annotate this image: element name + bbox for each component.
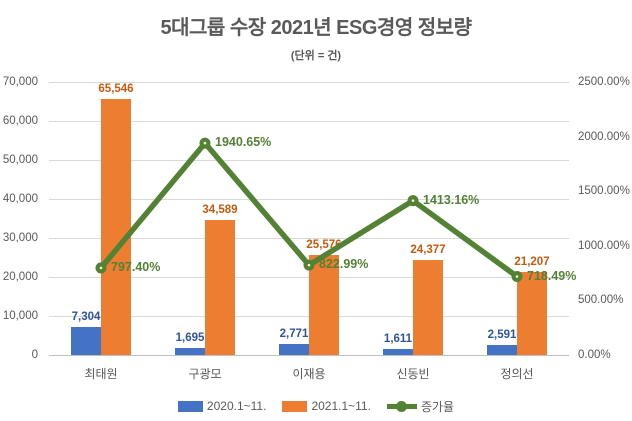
left-axis-tick-label: 10,000 <box>2 310 38 322</box>
growth-rate-label: 1940.65% <box>215 135 272 150</box>
gridline <box>49 120 569 122</box>
bar-value-label: 65,546 <box>98 83 134 96</box>
legend-item-growth-rate: 증가율 <box>386 398 455 415</box>
gridline <box>49 81 569 83</box>
bar-value-label: 1,611 <box>383 332 413 345</box>
legend: 2020.1~11. 2021.1~11. 증가율 <box>0 398 632 414</box>
bar-value-label: 2,591 <box>487 328 517 341</box>
bar-2020-이재용 <box>279 344 309 355</box>
x-axis-line <box>49 354 569 356</box>
chart-title: 5대그룹 수장 2021년 ESG경영 정보량 <box>160 17 472 39</box>
bar-value-label: 1,695 <box>175 332 205 345</box>
bar-value-label: 21,207 <box>514 256 550 269</box>
growth-rate-line-series <box>95 137 523 283</box>
bar-2020-구광모 <box>175 348 205 355</box>
legend-item-2021: 2021.1~11. <box>282 399 371 413</box>
right-axis-tick-label: 1500.00% <box>578 185 630 198</box>
category-label-구광모: 구광모 <box>188 367 222 381</box>
left-axis-tick-label: 70,000 <box>2 76 38 88</box>
gridline <box>49 237 569 239</box>
right-axis-tick-label: 1000.00% <box>578 239 630 252</box>
line-marker-center-dot <box>307 263 311 267</box>
category-label-정의선: 정의선 <box>500 367 534 381</box>
growth-rate-label: 797.40% <box>111 259 161 274</box>
line-marker-center-dot <box>411 199 415 202</box>
bar-value-label: 34,589 <box>202 204 238 217</box>
bar-2021-이재용 <box>309 255 339 355</box>
growth-rate-line <box>98 140 520 280</box>
legend-item-2020: 2020.1~11. <box>177 399 267 413</box>
left-axis-tick-label: 0 <box>31 349 38 361</box>
legend-swatch-2020 <box>177 400 203 412</box>
legend-line-marker <box>386 400 417 412</box>
legend-line-dot <box>396 400 408 412</box>
growth-rate-label: 822.99% <box>319 257 369 272</box>
growth-rate-label: 1413.16% <box>423 192 480 207</box>
bar-value-label: 7,304 <box>71 310 101 323</box>
bar-2021-정의선 <box>517 272 547 355</box>
legend-label: 2021.1~11. <box>311 399 371 413</box>
legend-label: 증가율 <box>420 399 455 414</box>
gridline <box>49 198 569 200</box>
line-marker-center-dot <box>203 141 207 145</box>
chart-subtitle: (단위 = 건) <box>290 50 342 62</box>
legend-swatch-2021 <box>282 400 308 412</box>
category-label-이재용: 이재용 <box>292 367 326 381</box>
category-label-최태원: 최태원 <box>84 367 118 381</box>
growth-rate-label: 718.49% <box>527 268 577 283</box>
plot-area: 7,304 65,546 1,695 34,589 2,771 25,576 1,611 24… <box>49 81 576 356</box>
bar-2021-최태원 <box>101 99 131 355</box>
right-axis-tick-label: 2500.00% <box>578 76 630 88</box>
right-axis-tick-label: 2000.00% <box>578 130 630 143</box>
bar-2020-최태원 <box>71 326 101 355</box>
category-label-신동빈: 신동빈 <box>396 367 430 381</box>
right-axis-tick-label: 0.00% <box>578 349 611 361</box>
left-axis-tick-label: 40,000 <box>2 193 38 205</box>
bar-2021-신동빈 <box>413 259 443 355</box>
line-marker-center-dot <box>99 266 103 270</box>
bar-value-label: 2,771 <box>279 328 309 341</box>
line-marker-center-dot <box>515 275 519 278</box>
bar-2020-신동빈 <box>383 348 413 355</box>
left-axis-tick-label: 60,000 <box>2 115 38 127</box>
gridline <box>49 159 569 161</box>
left-axis-tick-label: 30,000 <box>2 232 38 244</box>
right-axis-tick-label: 500.00% <box>578 294 624 307</box>
bar-2020-정의선 <box>487 344 517 355</box>
bar-value-label: 24,377 <box>410 243 446 256</box>
legend-label: 2020.1~11. <box>206 399 267 413</box>
bar-2021-구광모 <box>205 220 235 355</box>
left-axis-tick-label: 20,000 <box>2 271 38 283</box>
left-axis-tick-label: 50,000 <box>2 154 38 166</box>
